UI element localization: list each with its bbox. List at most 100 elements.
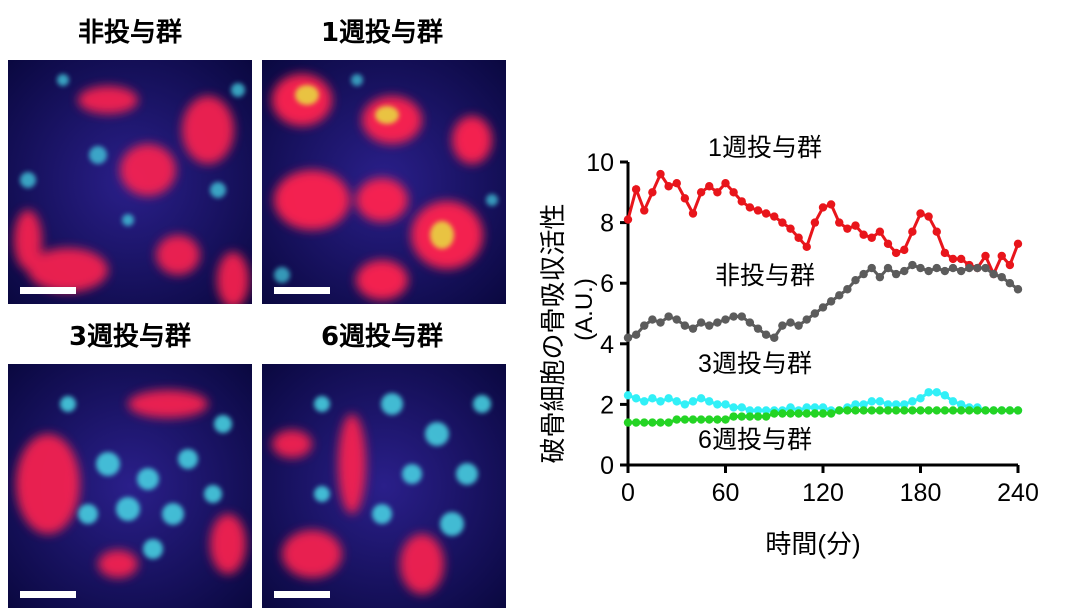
data-point: [932, 388, 941, 397]
data-point: [664, 394, 673, 403]
scale-bar: [20, 591, 76, 598]
data-point: [997, 251, 1006, 261]
data-point: [794, 321, 803, 330]
micrograph-week6: [262, 364, 506, 608]
data-point: [989, 406, 998, 415]
data-point: [891, 269, 901, 279]
series-label: 1週投与群: [708, 134, 822, 162]
data-point: [656, 418, 665, 427]
data-point: [648, 315, 657, 324]
scale-bar: [274, 591, 330, 598]
data-point: [948, 254, 958, 264]
data-point: [891, 248, 901, 258]
micrograph-week1: [262, 60, 506, 304]
data-point: [916, 406, 925, 415]
data-point: [737, 403, 746, 412]
x-tick-label: 60: [712, 479, 740, 507]
data-point: [761, 412, 771, 421]
data-point: [916, 209, 925, 218]
data-point: [729, 403, 738, 412]
data-point: [688, 324, 698, 333]
data-point: [843, 224, 852, 233]
data-point: [851, 400, 860, 409]
data-point: [932, 406, 941, 415]
data-point: [940, 406, 950, 415]
data-point: [851, 221, 860, 230]
data-point: [696, 415, 706, 424]
data-point: [900, 245, 909, 255]
data-point: [705, 397, 714, 406]
data-point: [761, 209, 771, 218]
data-point: [778, 321, 787, 330]
data-point: [761, 406, 771, 415]
data-point: [1013, 285, 1023, 294]
data-point: [867, 263, 876, 273]
data-point: [1005, 406, 1015, 415]
data-point: [900, 406, 909, 415]
data-point: [705, 321, 714, 330]
data-point: [794, 409, 803, 418]
data-point: [802, 403, 811, 412]
data-point: [664, 418, 673, 427]
data-point: [810, 309, 820, 318]
micrograph-image: [8, 60, 252, 304]
data-point: [672, 179, 681, 188]
data-point: [623, 418, 633, 427]
data-point: [810, 218, 820, 227]
data-point: [908, 227, 917, 236]
data-point: [664, 312, 673, 321]
data-point: [705, 415, 714, 424]
data-point: [810, 409, 820, 418]
data-point: [721, 400, 730, 409]
data-point: [696, 188, 706, 197]
data-point: [908, 260, 917, 270]
data-point: [924, 266, 933, 276]
series-label: 3週投与群: [698, 350, 812, 378]
data-point: [770, 333, 779, 342]
data-point: [867, 233, 876, 242]
data-point: [818, 203, 828, 212]
y-tick-label: 10: [586, 149, 614, 177]
data-point: [965, 406, 974, 415]
data-point: [721, 415, 730, 424]
data-point: [656, 318, 665, 327]
data-point: [623, 333, 633, 342]
data-point: [778, 218, 787, 227]
data-point: [680, 194, 690, 203]
data-point: [948, 406, 958, 415]
data-point: [908, 397, 917, 406]
panel-title-week1: 1週投与群: [320, 18, 444, 48]
data-point: [623, 215, 633, 224]
micrograph-image: [262, 60, 506, 304]
data-point: [664, 182, 673, 191]
panel-title-week6: 6週投与群: [320, 322, 444, 352]
data-point: [973, 263, 982, 273]
x-axis-label: 時間(分): [765, 529, 860, 559]
data-point: [640, 397, 649, 406]
data-point: [843, 406, 852, 415]
data-point: [640, 321, 649, 330]
data-point: [802, 315, 811, 324]
data-point: [851, 406, 860, 415]
y-tick-label: 2: [600, 391, 614, 419]
micrograph-non-treated: [8, 60, 252, 304]
data-point: [924, 212, 933, 221]
data-point: [745, 412, 755, 421]
data-point: [737, 312, 746, 321]
scale-bar: [20, 287, 76, 294]
data-point: [851, 275, 860, 285]
data-point: [883, 400, 893, 409]
data-point: [688, 209, 698, 218]
data-point: [721, 315, 730, 324]
data-point: [940, 248, 950, 258]
data-point: [631, 185, 641, 194]
data-point: [867, 397, 876, 406]
data-point: [648, 418, 657, 427]
data-point: [883, 263, 893, 273]
data-point: [745, 318, 755, 327]
data-point: [940, 266, 950, 276]
data-point: [688, 397, 698, 406]
y-axis-unit: (A.U.): [571, 278, 598, 341]
